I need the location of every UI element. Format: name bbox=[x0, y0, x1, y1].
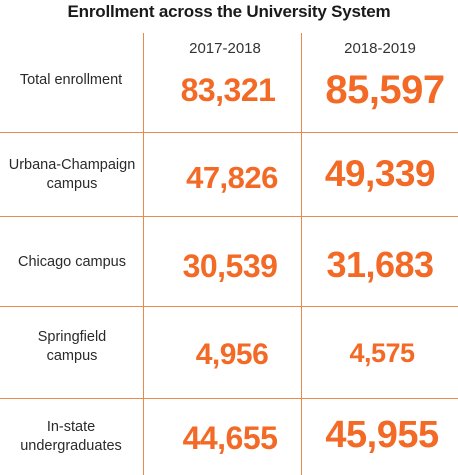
row-label-urbana-champaign: Urbana-Champaign campus bbox=[8, 157, 136, 192]
value-springfield-2017: 4,956 bbox=[195, 338, 269, 371]
row-divider-2 bbox=[0, 216, 458, 217]
row-divider-4 bbox=[0, 398, 458, 399]
column-divider-1 bbox=[143, 33, 144, 475]
row-divider-3 bbox=[0, 306, 458, 307]
row-label-springfield: Springfield campus bbox=[37, 329, 107, 364]
row-label-chicago: Chicago campus bbox=[18, 254, 126, 270]
value-in-state-2018: 45,955 bbox=[325, 414, 439, 456]
value-in-state-2017: 44,655 bbox=[182, 420, 278, 456]
column-header-2017-2018: 2017-2018 bbox=[189, 40, 261, 57]
row-label-total-enrollment: Total enrollment bbox=[19, 72, 123, 88]
value-springfield-2018: 4,575 bbox=[349, 338, 415, 368]
value-urbana-2017: 47,826 bbox=[186, 160, 278, 195]
row-divider-1 bbox=[0, 132, 458, 133]
column-divider-2 bbox=[301, 33, 302, 475]
chart-title: Enrollment across the University System bbox=[67, 2, 391, 21]
value-chicago-2017: 30,539 bbox=[182, 248, 278, 284]
value-total-2018: 85,597 bbox=[325, 68, 445, 112]
row-label-in-state-undergraduates: In-state undergraduates bbox=[20, 419, 122, 454]
value-total-2017: 83,321 bbox=[180, 72, 276, 108]
value-chicago-2018: 31,683 bbox=[326, 244, 434, 285]
column-header-2018-2019: 2018-2019 bbox=[344, 40, 416, 57]
value-urbana-2018: 49,339 bbox=[324, 153, 436, 194]
